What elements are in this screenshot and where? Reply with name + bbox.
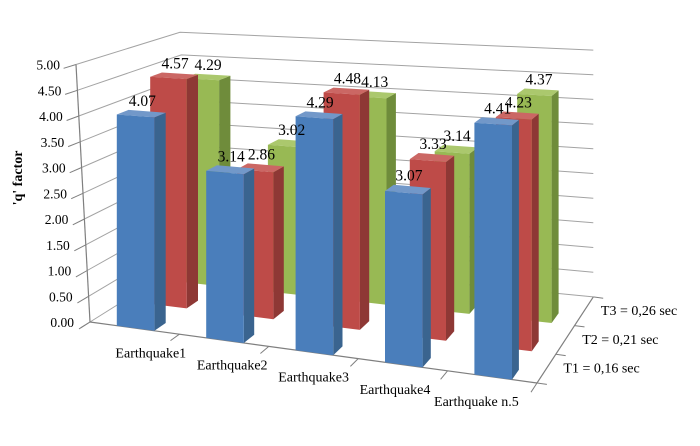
category-label-5: Earthquake n.5 xyxy=(434,395,519,410)
category-axis-tick-2 xyxy=(260,346,270,354)
value-label-t3-4: 3.14 xyxy=(444,128,471,145)
bar-earthquake1-t1 xyxy=(116,109,166,331)
value-axis-tick-5.00 xyxy=(63,64,77,69)
bar-top-face xyxy=(517,88,559,96)
bar-side-face xyxy=(273,166,284,320)
value-label-t2-1: 4.57 xyxy=(162,56,189,73)
category-axis-tick-4 xyxy=(440,370,448,380)
series-label-t2: T2 = 0,21 sec xyxy=(582,333,658,348)
value-label-t3-2: 3.02 xyxy=(278,122,305,139)
value-label-t1-2: 3.14 xyxy=(218,148,245,165)
value-label-t2-5: 4.23 xyxy=(505,95,532,112)
bar-side-face xyxy=(154,112,166,331)
category-axis-tick-1 xyxy=(170,333,180,342)
y-tick-label-0.00: 0.00 xyxy=(50,315,74,330)
y-tick-label-4.00: 4.00 xyxy=(39,109,63,124)
bar-earthquake3-t1 xyxy=(295,111,343,356)
bar-front-face xyxy=(295,116,334,356)
value-axis-tick-3.50 xyxy=(67,141,81,148)
bar-side-face xyxy=(333,114,343,356)
bar-top-face xyxy=(150,72,198,79)
category-label-1: Earthquake1 xyxy=(115,346,186,361)
bar-side-face xyxy=(512,119,519,380)
value-label-t1-5: 4.41 xyxy=(484,100,511,117)
bar-front-face xyxy=(206,170,244,343)
y-tick-label-2.00: 2.00 xyxy=(45,212,69,227)
y-tick-label-3.00: 3.00 xyxy=(42,161,66,176)
gridline-y-5.00 xyxy=(75,31,594,65)
bar-earthquake-n.5-t1 xyxy=(474,117,519,380)
bar-earthquake2-t1 xyxy=(206,165,255,343)
bar-top-face xyxy=(385,184,431,195)
depth-axis-tick-0 xyxy=(536,382,547,385)
value-label-t2-3: 4.48 xyxy=(334,71,361,88)
y-tick-label-1.50: 1.50 xyxy=(46,238,70,253)
category-label-4: Earthquake4 xyxy=(360,383,431,398)
bar-side-face xyxy=(359,89,370,330)
depth-axis-tick-2 xyxy=(574,325,585,328)
value-axis-tick-0.50 xyxy=(77,295,89,304)
series-label-t3: T3 = 0,26 sec xyxy=(601,304,677,319)
y-tick-label-3.50: 3.50 xyxy=(41,135,65,150)
bar-top-face xyxy=(206,165,255,175)
value-label-t3-5: 4.37 xyxy=(525,72,552,89)
value-axis-tick-1.00 xyxy=(75,270,88,278)
bar-front-face xyxy=(116,114,155,331)
value-axis-tick-3.00 xyxy=(69,167,82,174)
value-axis-tick-1.50 xyxy=(74,244,87,252)
bar-side-face xyxy=(186,74,198,309)
y-axis-title: 'q' factor xyxy=(11,151,26,206)
value-axis-line xyxy=(75,64,91,323)
bar-front-face xyxy=(385,191,423,368)
y-tick-label-2.50: 2.50 xyxy=(43,186,67,201)
bar-top-face xyxy=(295,111,343,120)
value-axis-tick-2.50 xyxy=(70,192,84,200)
value-label-t1-3: 4.29 xyxy=(307,94,334,111)
bar-side-face xyxy=(243,168,255,343)
category-axis-tick-5 xyxy=(530,382,538,393)
y-tick-label-1.00: 1.00 xyxy=(48,264,72,279)
value-label-t1-1: 4.07 xyxy=(129,93,156,110)
bar-side-face xyxy=(531,113,539,352)
value-label-t2-4: 3.33 xyxy=(419,136,446,153)
value-label-t3-3: 4.13 xyxy=(361,74,388,91)
value-label-t3-1: 4.29 xyxy=(194,57,221,74)
value-label-t1-4: 3.07 xyxy=(395,168,422,185)
bar-top-face xyxy=(323,87,370,95)
depth-axis-tick-1 xyxy=(555,353,566,357)
category-axis-tick-3 xyxy=(350,358,359,367)
bar-front-face xyxy=(474,122,512,380)
y-tick-label-5.00: 5.00 xyxy=(36,58,60,73)
bar-top-face xyxy=(495,111,539,120)
value-axis-tick-4.50 xyxy=(64,89,78,95)
value-axis-tick-2.00 xyxy=(72,218,85,226)
value-label-t2-2: 2.86 xyxy=(248,146,275,163)
depth-axis-line xyxy=(536,296,594,384)
bar-top-face xyxy=(434,145,478,154)
category-axis-tick-0 xyxy=(80,321,91,329)
bar-earthquake4-t1 xyxy=(385,184,431,368)
depth-axis-tick-3 xyxy=(593,296,604,299)
bar-side-face xyxy=(422,188,431,368)
bar-top-face xyxy=(474,117,519,126)
series-label-t1: T1 = 0,16 sec xyxy=(563,362,639,377)
bar-side-face xyxy=(446,155,455,341)
y-tick-label-0.50: 0.50 xyxy=(49,289,73,304)
value-axis-tick-4.00 xyxy=(66,115,79,121)
bar-side-face xyxy=(551,90,559,324)
category-label-3: Earthquake3 xyxy=(278,371,349,386)
bar-top-face xyxy=(116,109,166,118)
category-label-2: Earthquake2 xyxy=(197,359,268,374)
y-tick-label-4.50: 4.50 xyxy=(38,83,62,98)
gridline-y-4.50 xyxy=(77,54,594,91)
bar-top-face xyxy=(409,153,455,162)
